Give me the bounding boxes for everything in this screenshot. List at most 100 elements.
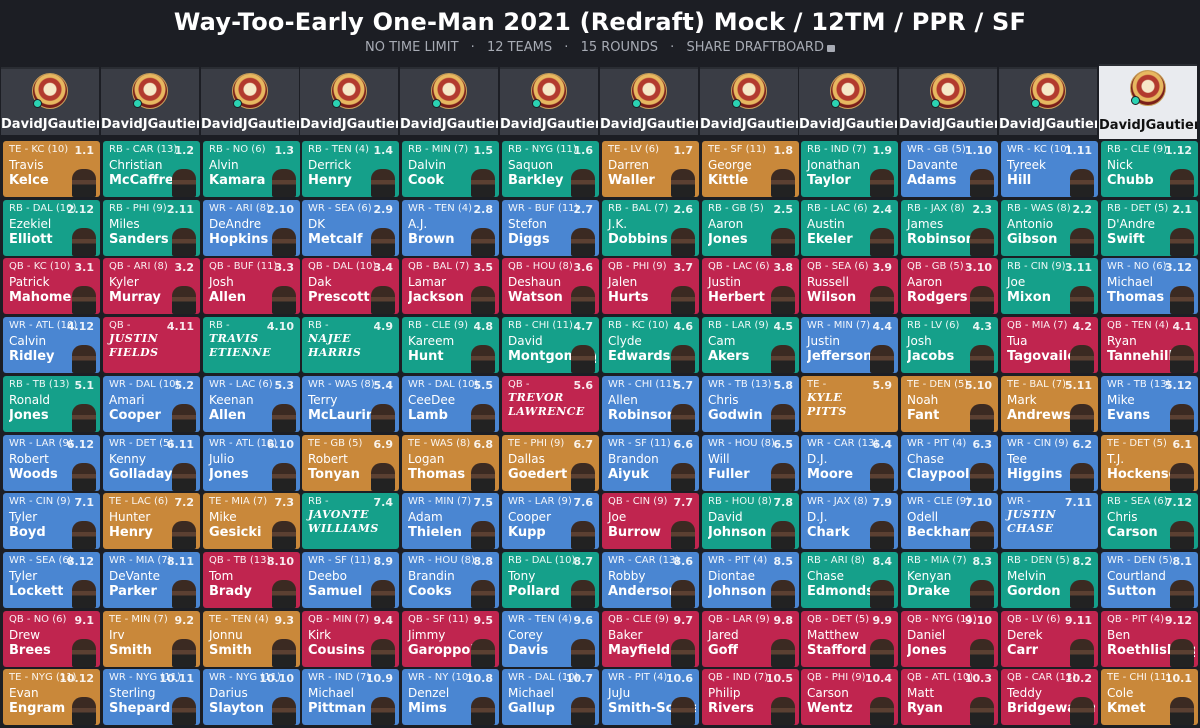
pick-card[interactable]: TE - DEN (5) 5.10 Noah Fant xyxy=(901,376,998,432)
pick-card[interactable]: WR - MIN (7) 4.4 Justin Jefferson xyxy=(801,317,898,373)
pick-card[interactable]: RB - ARI (8) 8.4 Chase Edmonds xyxy=(801,552,898,608)
pick-card[interactable]: QB - ARI (8) 3.2 Kyler Murray xyxy=(103,258,200,314)
pick-card[interactable]: WR - DAL (10) 5.2 Amari Cooper xyxy=(103,376,200,432)
pick-card[interactable]: RB - 4.10 TRAVIS ETIENNE xyxy=(203,317,300,373)
pick-card[interactable]: RB - MIN (7) 1.5 Dalvin Cook xyxy=(402,141,499,197)
pick-card[interactable]: WR - ATL (10) 6.10 Julio Jones xyxy=(203,435,300,491)
pick-card[interactable]: QB - GB (5) 3.10 Aaron Rodgers xyxy=(901,258,998,314)
pick-card[interactable]: TE - LV (6) 1.7 Darren Waller xyxy=(602,141,699,197)
pick-card[interactable]: WR - TEN (4) 9.6 Corey Davis xyxy=(502,611,599,667)
pick-card[interactable]: QB - TEN (4) 4.1 Ryan Tannehill xyxy=(1101,317,1198,373)
pick-card[interactable]: WR - TB (13) 5.8 Chris Godwin xyxy=(702,376,799,432)
pick-card[interactable]: WR - 7.11 JUSTIN CHASE xyxy=(1001,493,1098,549)
pick-card[interactable]: WR - TB (13) 5.12 Mike Evans xyxy=(1101,376,1198,432)
pick-card[interactable]: RB - CAR (13) 1.2 Christian McCaffrey xyxy=(103,141,200,197)
pick-card[interactable]: WR - NYG (11) 10.10 Darius Slayton xyxy=(203,669,300,725)
team-column-header[interactable]: DavidJGautieri xyxy=(899,67,997,135)
pick-card[interactable]: WR - HOU (8) 8.8 Brandin Cooks xyxy=(402,552,499,608)
team-column-header[interactable]: DavidJGautieri xyxy=(700,67,798,135)
pick-card[interactable]: TE - LAC (6) 7.2 Hunter Henry xyxy=(103,493,200,549)
pick-card[interactable]: WR - LAC (6) 5.3 Keenan Allen xyxy=(203,376,300,432)
pick-card[interactable]: TE - MIA (7) 7.3 Mike Gesicki xyxy=(203,493,300,549)
pick-card[interactable]: QB - SEA (6) 3.9 Russell Wilson xyxy=(801,258,898,314)
pick-card[interactable]: RB - LV (6) 4.3 Josh Jacobs xyxy=(901,317,998,373)
pick-card[interactable]: RB - TEN (4) 1.4 Derrick Henry xyxy=(302,141,399,197)
pick-card[interactable]: TE - KC (10) 1.1 Travis Kelce xyxy=(3,141,100,197)
pick-card[interactable]: RB - JAX (8) 2.3 James Robinson xyxy=(901,200,998,256)
pick-card[interactable]: QB - DAL (10) 3.4 Dak Prescott xyxy=(302,258,399,314)
pick-card[interactable]: WR - KC (10) 1.11 Tyreek Hill xyxy=(1001,141,1098,197)
pick-card[interactable]: QB - CAR (13) 10.2 Teddy Bridgewater xyxy=(1001,669,1098,725)
pick-card[interactable]: WR - MIN (7) 7.5 Adam Thielen xyxy=(402,493,499,549)
pick-card[interactable]: TE - SF (11) 1.8 George Kittle xyxy=(702,141,799,197)
pick-card[interactable]: WR - CIN (9) 7.1 Tyler Boyd xyxy=(3,493,100,549)
pick-card[interactable]: RB - PHI (9) 2.11 Miles Sanders xyxy=(103,200,200,256)
pick-card[interactable]: WR - CAR (13) 6.4 D.J. Moore xyxy=(801,435,898,491)
pick-card[interactable]: TE - PHI (9) 6.7 Dallas Goedert xyxy=(502,435,599,491)
pick-card[interactable]: WR - NYG (11) 10.11 Sterling Shepard xyxy=(103,669,200,725)
pick-card[interactable]: RB - 7.4 JAVONTE WILLIAMS xyxy=(302,493,399,549)
pick-card[interactable]: WR - HOU (8) 6.5 Will Fuller xyxy=(702,435,799,491)
pick-card[interactable]: QB - TB (13) 8.10 Tom Brady xyxy=(203,552,300,608)
pick-card[interactable]: WR - IND (7) 10.9 Michael Pittman xyxy=(302,669,399,725)
pick-card[interactable]: QB - PHI (9) 10.4 Carson Wentz xyxy=(801,669,898,725)
pick-card[interactable]: RB - IND (7) 1.9 Jonathan Taylor xyxy=(801,141,898,197)
pick-card[interactable]: QB - DET (5) 9.9 Matthew Stafford xyxy=(801,611,898,667)
pick-card[interactable]: TE - NYG (11) 10.12 Evan Engram xyxy=(3,669,100,725)
pick-card[interactable]: WR - DAL (10) 10.7 Michael Gallup xyxy=(502,669,599,725)
pick-card[interactable]: WR - CHI (11) 5.7 Allen Robinson xyxy=(602,376,699,432)
pick-card[interactable]: RB - NO (6) 1.3 Alvin Kamara xyxy=(203,141,300,197)
team-column-header[interactable]: DavidJGautieri xyxy=(201,67,299,135)
pick-card[interactable]: QB - NO (6) 9.1 Drew Brees xyxy=(3,611,100,667)
pick-card[interactable]: QB - 5.6 TREVOR LAWRENCE xyxy=(502,376,599,432)
pick-card[interactable]: WR - DET (5) 6.11 Kenny Golladay xyxy=(103,435,200,491)
pick-card[interactable]: QB - MIN (7) 9.4 Kirk Cousins xyxy=(302,611,399,667)
team-column-header[interactable]: DavidJGautieri xyxy=(999,67,1097,135)
pick-card[interactable]: TE - GB (5) 6.9 Robert Tonyan xyxy=(302,435,399,491)
pick-card[interactable]: QB - ATL (10) 10.3 Matt Ryan xyxy=(901,669,998,725)
pick-card[interactable]: QB - IND (7) 10.5 Philip Rivers xyxy=(702,669,799,725)
pick-card[interactable]: TE - CHI (11) 10.1 Cole Kmet xyxy=(1101,669,1198,725)
pick-card[interactable]: TE - MIN (7) 9.2 Irv Smith xyxy=(103,611,200,667)
pick-card[interactable]: RB - LAC (6) 2.4 Austin Ekeler xyxy=(801,200,898,256)
pick-card[interactable]: QB - CIN (9) 7.7 Joe Burrow xyxy=(602,493,699,549)
pick-card[interactable]: WR - CLE (9) 7.10 Odell Beckham xyxy=(901,493,998,549)
pick-card[interactable]: TE - TEN (4) 9.3 Jonnu Smith xyxy=(203,611,300,667)
pick-card[interactable]: WR - ATL (10) 4.12 Calvin Ridley xyxy=(3,317,100,373)
pick-card[interactable]: RB - DET (5) 2.1 D'Andre Swift xyxy=(1101,200,1198,256)
pick-card[interactable]: QB - SF (11) 9.5 Jimmy Garoppolo xyxy=(402,611,499,667)
pick-card[interactable]: RB - BAL (7) 2.6 J.K. Dobbins xyxy=(602,200,699,256)
pick-card[interactable]: QB - BAL (7) 3.5 Lamar Jackson xyxy=(402,258,499,314)
team-column-header[interactable]: DavidJGautieri xyxy=(1,67,99,135)
pick-card[interactable]: WR - NO (6) 3.12 Michael Thomas xyxy=(1101,258,1198,314)
pick-card[interactable]: TE - DET (5) 6.1 T.J. Hockenson xyxy=(1101,435,1198,491)
pick-card[interactable]: WR - SF (11) 8.9 Deebo Samuel xyxy=(302,552,399,608)
pick-card[interactable]: WR - GB (5) 1.10 Davante Adams xyxy=(901,141,998,197)
pick-card[interactable]: RB - HOU (8) 7.8 David Johnson xyxy=(702,493,799,549)
pick-card[interactable]: QB - HOU (8) 3.6 Deshaun Watson xyxy=(502,258,599,314)
pick-card[interactable]: RB - NYG (11) 1.6 Saquon Barkley xyxy=(502,141,599,197)
pick-card[interactable]: TE - BAL (7) 5.11 Mark Andrews xyxy=(1001,376,1098,432)
pick-card[interactable]: QB - 4.11 JUSTIN FIELDS xyxy=(103,317,200,373)
pick-card[interactable]: QB - CLE (9) 9.7 Baker Mayfield xyxy=(602,611,699,667)
pick-card[interactable]: QB - LAC (6) 3.8 Justin Herbert xyxy=(702,258,799,314)
pick-card[interactable]: RB - DEN (5) 8.2 Melvin Gordon xyxy=(1001,552,1098,608)
pick-card[interactable]: RB - 4.9 NAJEE HARRIS xyxy=(302,317,399,373)
pick-card[interactable]: RB - CLE (9) 4.8 Kareem Hunt xyxy=(402,317,499,373)
pick-card[interactable]: RB - SEA (6) 7.12 Chris Carson xyxy=(1101,493,1198,549)
pick-card[interactable]: RB - MIA (7) 8.3 Kenyan Drake xyxy=(901,552,998,608)
pick-card[interactable]: WR - BUF (11) 2.7 Stefon Diggs xyxy=(502,200,599,256)
pick-card[interactable]: WR - DEN (5) 8.1 Courtland Sutton xyxy=(1101,552,1198,608)
pick-card[interactable]: RB - GB (5) 2.5 Aaron Jones xyxy=(702,200,799,256)
pick-card[interactable]: QB - PHI (9) 3.7 Jalen Hurts xyxy=(602,258,699,314)
pick-card[interactable]: WR - CIN (9) 6.2 Tee Higgins xyxy=(1001,435,1098,491)
pick-card[interactable]: WR - PIT (4) 8.5 Diontae Johnson xyxy=(702,552,799,608)
pick-card[interactable]: RB - LAR (9) 4.5 Cam Akers xyxy=(702,317,799,373)
pick-card[interactable]: WR - LAR (9) 7.6 Cooper Kupp xyxy=(502,493,599,549)
pick-card[interactable]: WR - MIA (7) 8.11 DeVante Parker xyxy=(103,552,200,608)
team-column-header[interactable]: DavidJGautieri xyxy=(500,67,598,135)
share-draftboard-link[interactable]: SHARE DRAFTBOARD xyxy=(686,40,835,55)
team-column-header[interactable]: DavidJGautieri xyxy=(101,67,199,135)
pick-card[interactable]: RB - WAS (8) 2.2 Antonio Gibson xyxy=(1001,200,1098,256)
